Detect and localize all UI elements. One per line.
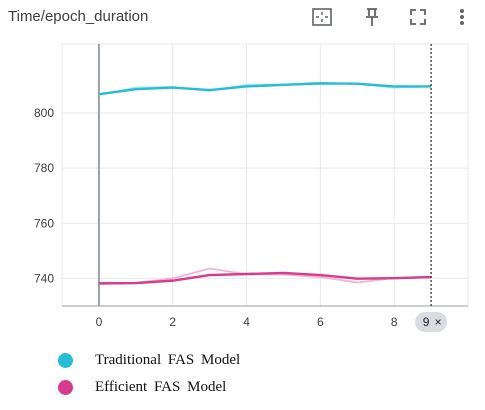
series-line-efficient[interactable] bbox=[98, 271, 432, 285]
hover-close-icon[interactable]: × bbox=[435, 315, 442, 329]
series-line-traditional[interactable] bbox=[98, 82, 432, 96]
legend-marker-traditional bbox=[58, 353, 73, 368]
fullscreen-icon bbox=[410, 9, 426, 25]
chart-card: Time/epoch_duration 740 760 780 800 0 2 4 6 8 9 × bbox=[0, 0, 485, 345]
line-chart[interactable]: 740 760 780 800 0 2 4 6 8 9 × bbox=[0, 0, 485, 345]
y-tick-label: 800 bbox=[34, 106, 54, 120]
pin-icon bbox=[366, 8, 378, 26]
x-tick-label: 0 bbox=[96, 315, 103, 329]
legend-item-efficient[interactable]: Efficient FAS Model bbox=[58, 379, 226, 396]
chart-legend: Traditional FAS Model Efficient FAS Mode… bbox=[0, 345, 485, 410]
legend-label-efficient: Efficient FAS Model bbox=[95, 379, 227, 395]
x-tick-label: 4 bbox=[243, 315, 250, 329]
pin-button[interactable] bbox=[360, 5, 384, 29]
x-tick-label: 6 bbox=[317, 315, 324, 329]
y-tick-label: 740 bbox=[34, 271, 54, 285]
more-options-button[interactable] bbox=[450, 5, 474, 29]
x-tick-label: 2 bbox=[169, 315, 176, 329]
y-tick-label: 780 bbox=[34, 161, 54, 175]
chart-title: Time/epoch_duration bbox=[8, 8, 149, 25]
legend-label-traditional: Traditional FAS Model bbox=[95, 352, 241, 368]
fit-domain-icon bbox=[312, 8, 332, 26]
hover-step-label: 9 bbox=[423, 315, 430, 329]
x-tick-label: 8 bbox=[391, 315, 398, 329]
fit-domain-button[interactable] bbox=[310, 5, 334, 29]
fullscreen-button[interactable] bbox=[406, 5, 430, 29]
y-tick-label: 760 bbox=[34, 216, 54, 230]
plot-area bbox=[61, 43, 469, 307]
legend-marker-efficient bbox=[58, 380, 73, 395]
legend-item-traditional[interactable]: Traditional FAS Model bbox=[58, 352, 240, 369]
more-vert-icon bbox=[460, 9, 464, 25]
hover-step-chip[interactable] bbox=[415, 312, 448, 332]
